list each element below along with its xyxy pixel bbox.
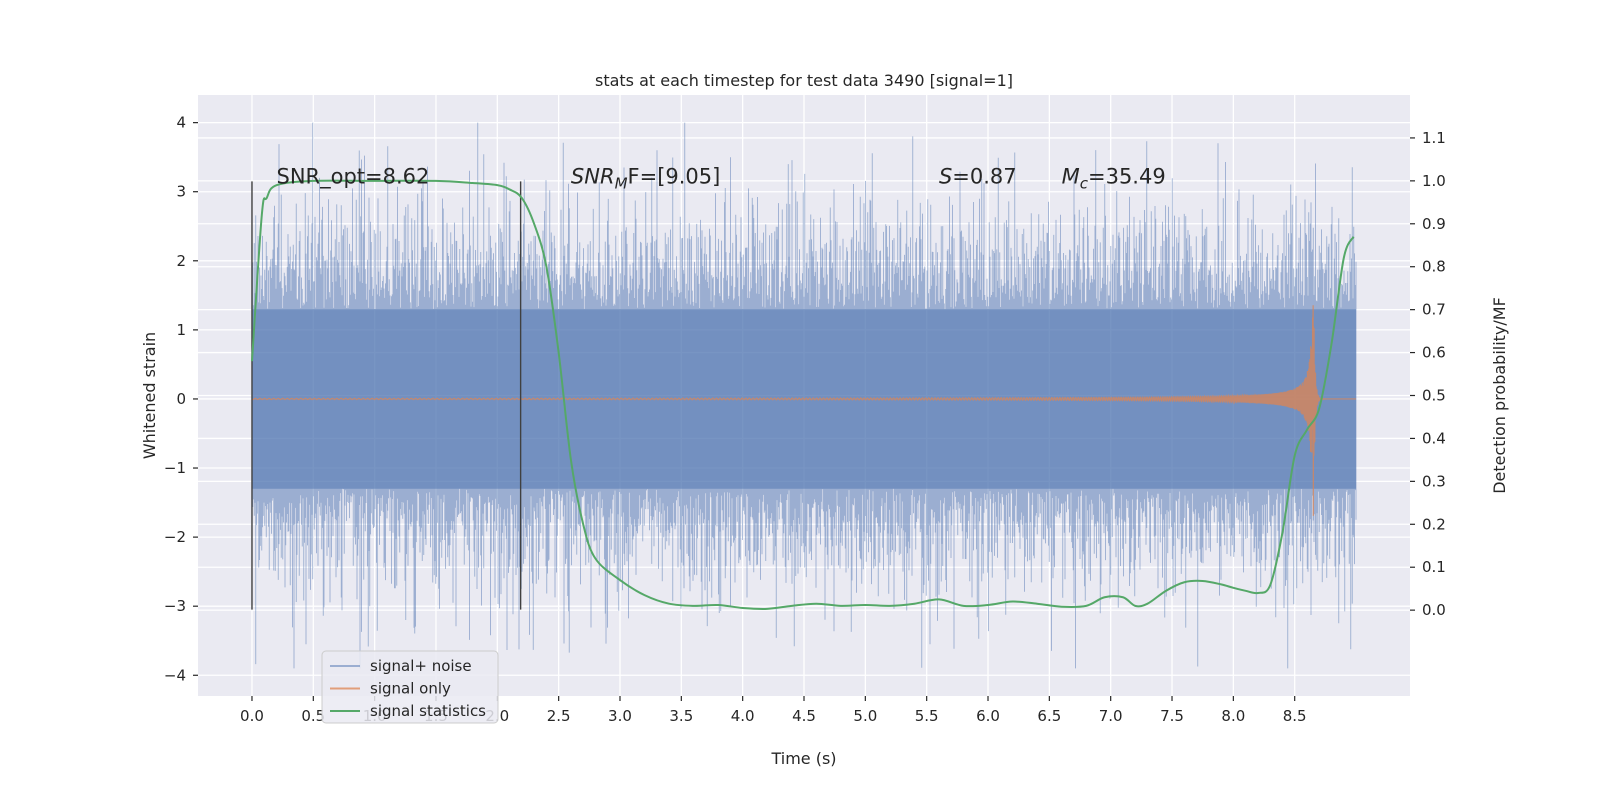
- chart-title: stats at each timestep for test data 349…: [595, 71, 1013, 90]
- legend-box: [321, 650, 499, 724]
- x-tick-label: 6.0: [976, 707, 1000, 725]
- legend-entry: signal statistics: [370, 702, 486, 720]
- x-tick-label: 3.5: [669, 707, 693, 725]
- x-tick-label: 5.0: [853, 707, 877, 725]
- x-tick-label: 6.5: [1037, 707, 1061, 725]
- signal-only-line: [251, 305, 1357, 516]
- x-tick-label: 8.5: [1283, 707, 1307, 725]
- legend-entry: signal+ noise: [370, 657, 472, 675]
- y-right-tick-label: 1.0: [1422, 172, 1446, 190]
- y-right-tick-label: 0.4: [1422, 429, 1446, 447]
- y-tick-label: −3: [164, 597, 186, 615]
- signal-statistics-line: [250, 179, 1355, 610]
- y-tick-label: −4: [164, 666, 186, 684]
- series-signal-statistics: [250, 179, 1355, 610]
- y-right-tick-label: 0.3: [1422, 472, 1446, 490]
- y-right-tick-label: 0.7: [1422, 301, 1446, 319]
- x-tick-label: 0.5: [301, 707, 325, 725]
- series-signal-only: [251, 305, 1357, 516]
- legend-entry: signal only: [370, 680, 451, 698]
- annotations: SNR_opt=8.62 SNRMF=[9.05] S=0.87 Mc=35.49: [277, 164, 1166, 192]
- vertical-markers: [251, 181, 522, 610]
- y-right-tick-label: 0.5: [1422, 387, 1446, 405]
- y-right-tick-label: 0.0: [1422, 601, 1446, 619]
- y-axis-label: Whitened strain: [140, 332, 159, 459]
- x-tick-label: 3.0: [608, 707, 632, 725]
- x-tick-label: 7.0: [1099, 707, 1123, 725]
- y-tick-label: 4: [176, 114, 186, 132]
- x-tick-label: 0.0: [240, 707, 264, 725]
- y-right-tick-label: 0.8: [1422, 258, 1446, 276]
- x-tick-label: 8.0: [1221, 707, 1245, 725]
- y-tick-label: −1: [164, 459, 186, 477]
- x-tick-label: 5.5: [915, 707, 939, 725]
- annotation-text: S=0.87: [939, 164, 1017, 188]
- x-tick-label: 2.5: [547, 707, 571, 725]
- annotation-text: Mc=35.49: [1062, 164, 1166, 192]
- y-right-tick-label: 0.9: [1422, 215, 1446, 233]
- annotation-text: SNRMF=[9.05]: [571, 164, 720, 192]
- y-right-tick-label: 1.1: [1422, 129, 1446, 147]
- x-axis-label: Time (s): [770, 749, 836, 768]
- y-tick-label: 1: [176, 321, 186, 339]
- y-tick-label: 3: [176, 183, 186, 201]
- x-tick-label: 4.0: [731, 707, 755, 725]
- x-tick-label: 7.5: [1160, 707, 1184, 725]
- y-right-tick-label: 0.1: [1422, 558, 1446, 576]
- y-tick-label: −2: [164, 528, 186, 546]
- y-right-axis-label: Detection probability/MF: [1490, 297, 1509, 494]
- y-tick-label: 0: [176, 390, 186, 408]
- annotation-text: SNR_opt=8.62: [277, 164, 430, 189]
- axes: 0.00.51.01.52.02.53.03.54.04.55.05.56.06…: [164, 114, 1446, 725]
- legend: signal+ noise signal only signal statistic…: [321, 650, 499, 724]
- y-right-tick-label: 0.2: [1422, 515, 1446, 533]
- x-tick-label: 4.5: [792, 707, 816, 725]
- y-right-tick-label: 0.6: [1422, 344, 1446, 362]
- y-tick-label: 2: [176, 252, 186, 270]
